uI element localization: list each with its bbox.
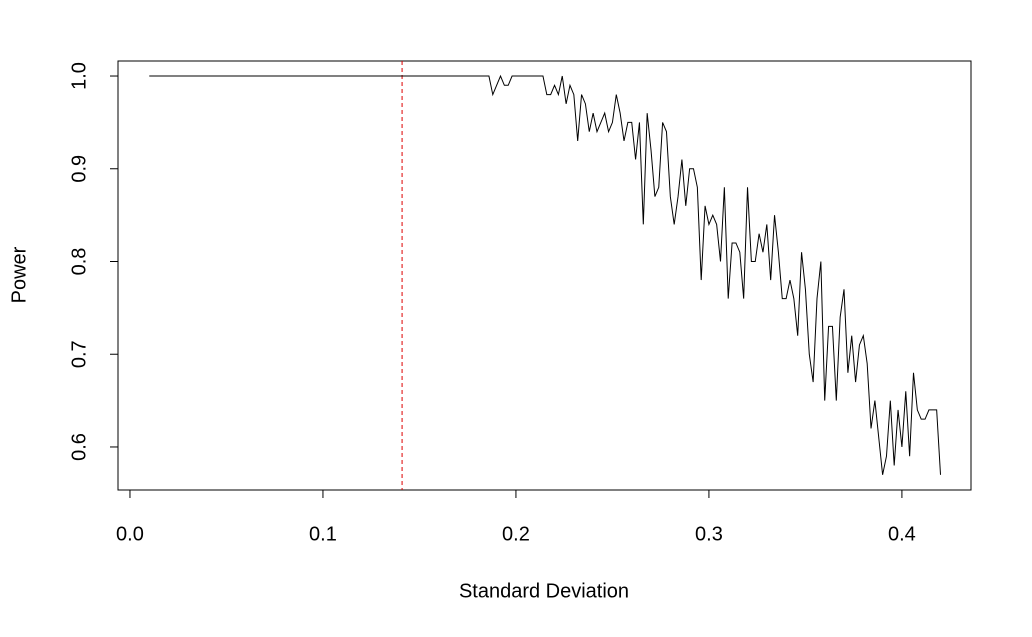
y-tick-label: 0.7: [68, 340, 90, 368]
x-tick-label: 0.2: [502, 523, 530, 545]
x-tick-label: 0.0: [116, 523, 144, 545]
x-axis-label: Standard Deviation: [459, 580, 629, 602]
data-line: [149, 74, 942, 475]
x-tick-label: 0.1: [309, 523, 337, 545]
x-tick-label: 0.4: [888, 523, 916, 545]
plot-frame: [117, 60, 972, 491]
y-tick-label: 1.0: [68, 62, 90, 90]
y-tick-label: 0.8: [68, 248, 90, 276]
y-tick-label: 0.9: [68, 155, 90, 183]
x-tick-label: 0.3: [695, 523, 723, 545]
y-tick-label: 0.6: [68, 433, 90, 461]
y-axis-label: Power: [8, 246, 30, 303]
